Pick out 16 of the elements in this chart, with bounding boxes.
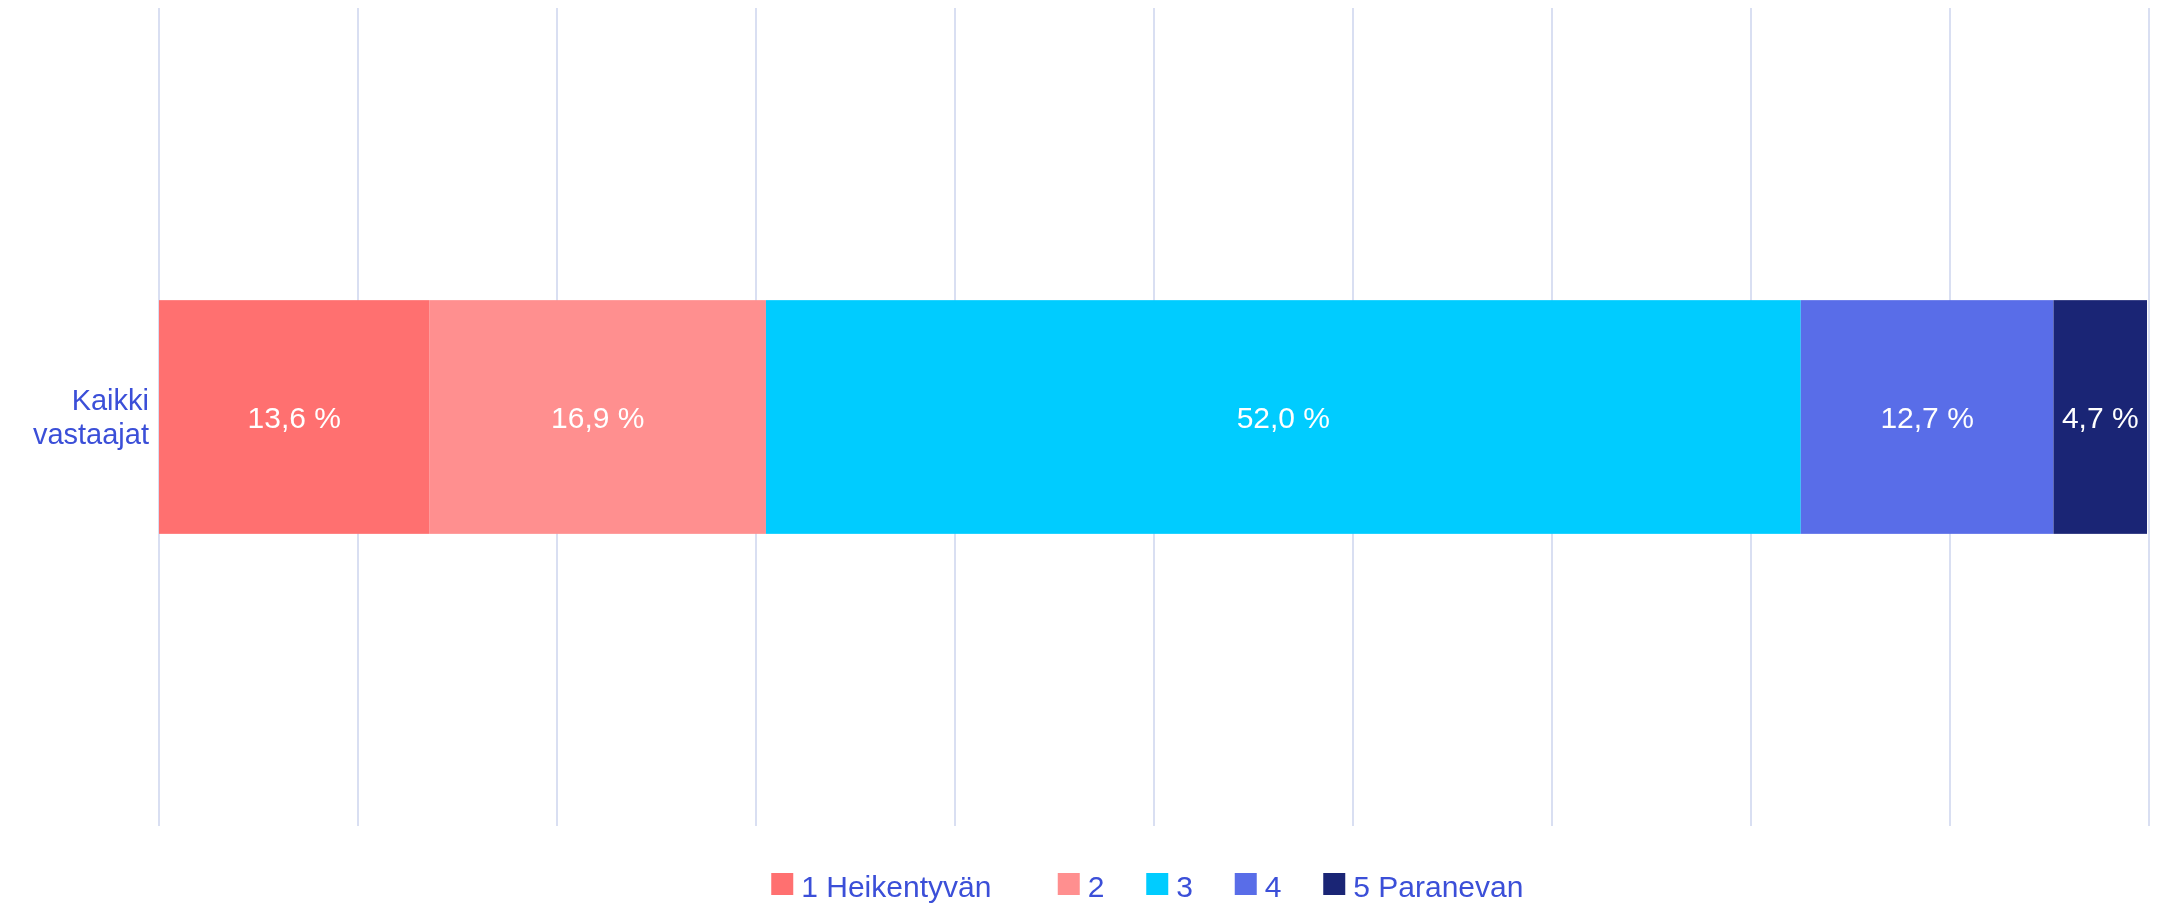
data-label: 52,0 % [1236, 400, 1331, 434]
data-label: 13,6 % [247, 400, 342, 434]
legend-label: 2 [1087, 869, 1105, 903]
data-label: 16,9 % [551, 400, 645, 434]
bar [2053, 300, 2148, 534]
y-tick-label: Kaikki vastaajat [32, 384, 149, 451]
data-label: 4,7 % [2061, 400, 2139, 434]
bar [765, 300, 1801, 534]
legend-label: 1 Heikentyvän [801, 869, 992, 903]
legend-label: 5 Paranevan [1353, 869, 1524, 903]
bar [159, 300, 430, 534]
bar [429, 300, 766, 534]
legend-label: 3 [1176, 869, 1193, 903]
data-label: 12,7 % [1880, 400, 1974, 434]
legend-label: 4 [1264, 869, 1282, 903]
bar [1800, 300, 2054, 534]
